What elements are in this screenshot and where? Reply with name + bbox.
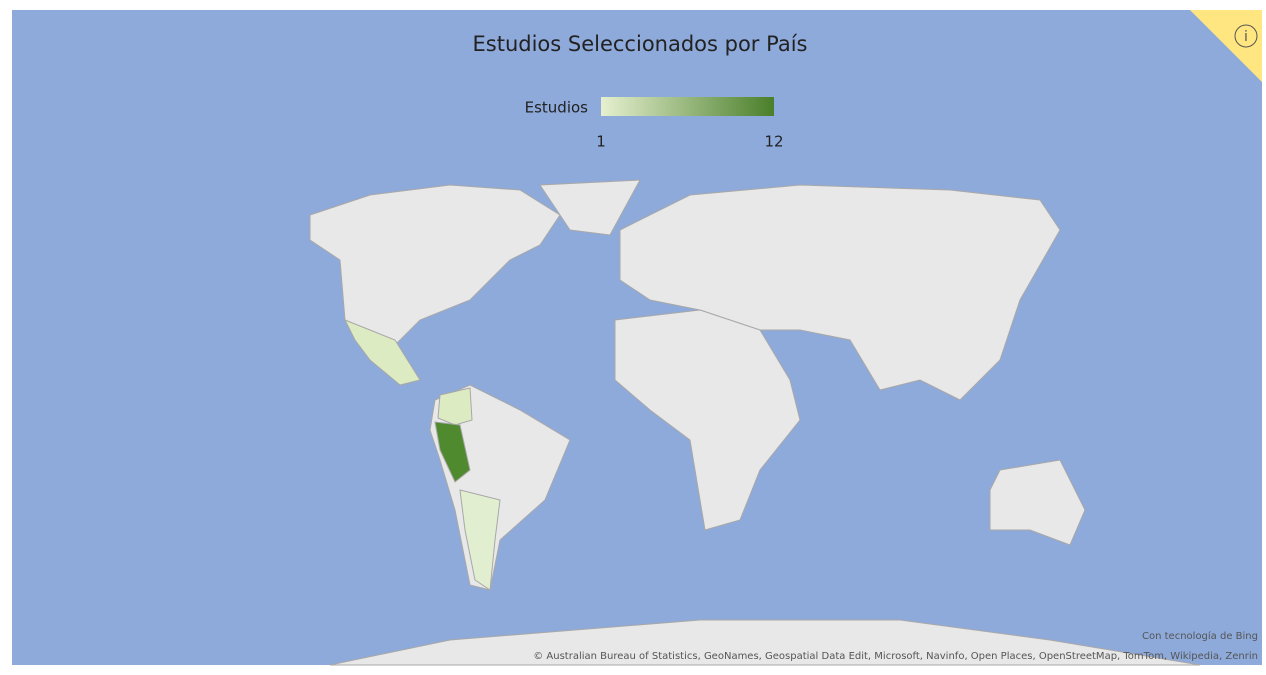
info-corner	[1190, 10, 1262, 82]
australia	[989, 459, 1086, 546]
mexico	[343, 319, 421, 386]
info-icon[interactable]	[1234, 24, 1258, 48]
legend-label: 1	[596, 133, 606, 151]
southern-cone	[459, 489, 501, 591]
legend-title: Estudios	[525, 99, 589, 117]
legend-label: 12	[764, 133, 783, 151]
land-masses	[309, 179, 1201, 666]
south-america	[429, 384, 571, 591]
eurasia	[619, 184, 1061, 401]
africa	[614, 309, 801, 531]
peru	[434, 421, 471, 483]
credit: Con tecnología de Bing	[1142, 630, 1258, 642]
legend-gradient	[601, 97, 774, 116]
attribution: © Australian Bureau of Statistics, GeoNa…	[533, 651, 1258, 662]
colombia	[437, 387, 473, 426]
chart-title: Estudios Seleccionados por País	[473, 32, 808, 56]
info-icon-glyph: i	[1244, 29, 1248, 45]
antarctica	[329, 619, 1201, 666]
greenland	[539, 179, 641, 236]
